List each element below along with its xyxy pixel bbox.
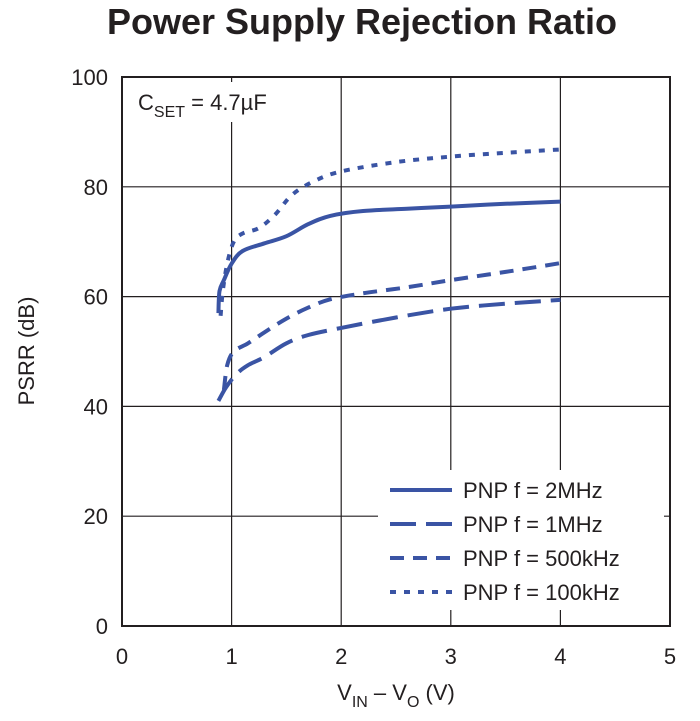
annotation-main: C [138, 90, 154, 115]
annotation-cset: CSET = 4.7µF [138, 90, 267, 121]
y-tick-label: 40 [84, 394, 108, 419]
xlabel-sub-in: IN [352, 694, 368, 711]
y-tick-label: 80 [84, 175, 108, 200]
y-tick-label: 100 [71, 65, 108, 90]
x-axis-label: VIN – VO (V) [337, 680, 455, 711]
y-tick-label: 0 [96, 614, 108, 639]
tick-labels: 0 1 2 3 4 5 0 20 40 60 80 100 [71, 65, 676, 669]
chart-title: Power Supply Rejection Ratio [107, 1, 617, 42]
series-line-2 [216, 297, 561, 402]
x-tick-label: 5 [664, 644, 676, 669]
series-line-1 [216, 199, 561, 314]
legend-background [378, 470, 664, 610]
annotation-rest: = 4.7µF [185, 90, 267, 115]
series-line-4 [218, 147, 561, 316]
xlabel-mid: – V [368, 680, 407, 705]
legend: PNP f = 2MHz PNP f = 1MHz PNP f = 500kHz PN… [378, 470, 664, 610]
y-tick-label: 20 [84, 504, 108, 529]
legend-label-3: PNP f = 500kHz [463, 546, 620, 571]
x-tick-label: 3 [445, 644, 457, 669]
x-tick-label: 0 [116, 644, 128, 669]
series-line-3 [221, 261, 561, 391]
y-axis-label: PSRR (dB) [14, 297, 39, 406]
legend-label-1: PNP f = 2MHz [463, 478, 603, 503]
x-tick-label: 2 [335, 644, 347, 669]
xlabel-sub-o: O [407, 694, 419, 711]
y-tick-label: 60 [84, 285, 108, 310]
xlabel-rest: (V) [419, 680, 454, 705]
legend-label-4: PNP f = 100kHz [463, 580, 620, 605]
legend-label-2: PNP f = 1MHz [463, 512, 603, 537]
annotation-background [128, 82, 298, 122]
xlabel-v1: V [337, 680, 352, 705]
annotation-sub: SET [154, 104, 185, 121]
x-tick-label: 1 [225, 644, 237, 669]
series-layer [216, 147, 561, 402]
plot-frame [121, 76, 671, 627]
x-tick-label: 4 [554, 644, 566, 669]
